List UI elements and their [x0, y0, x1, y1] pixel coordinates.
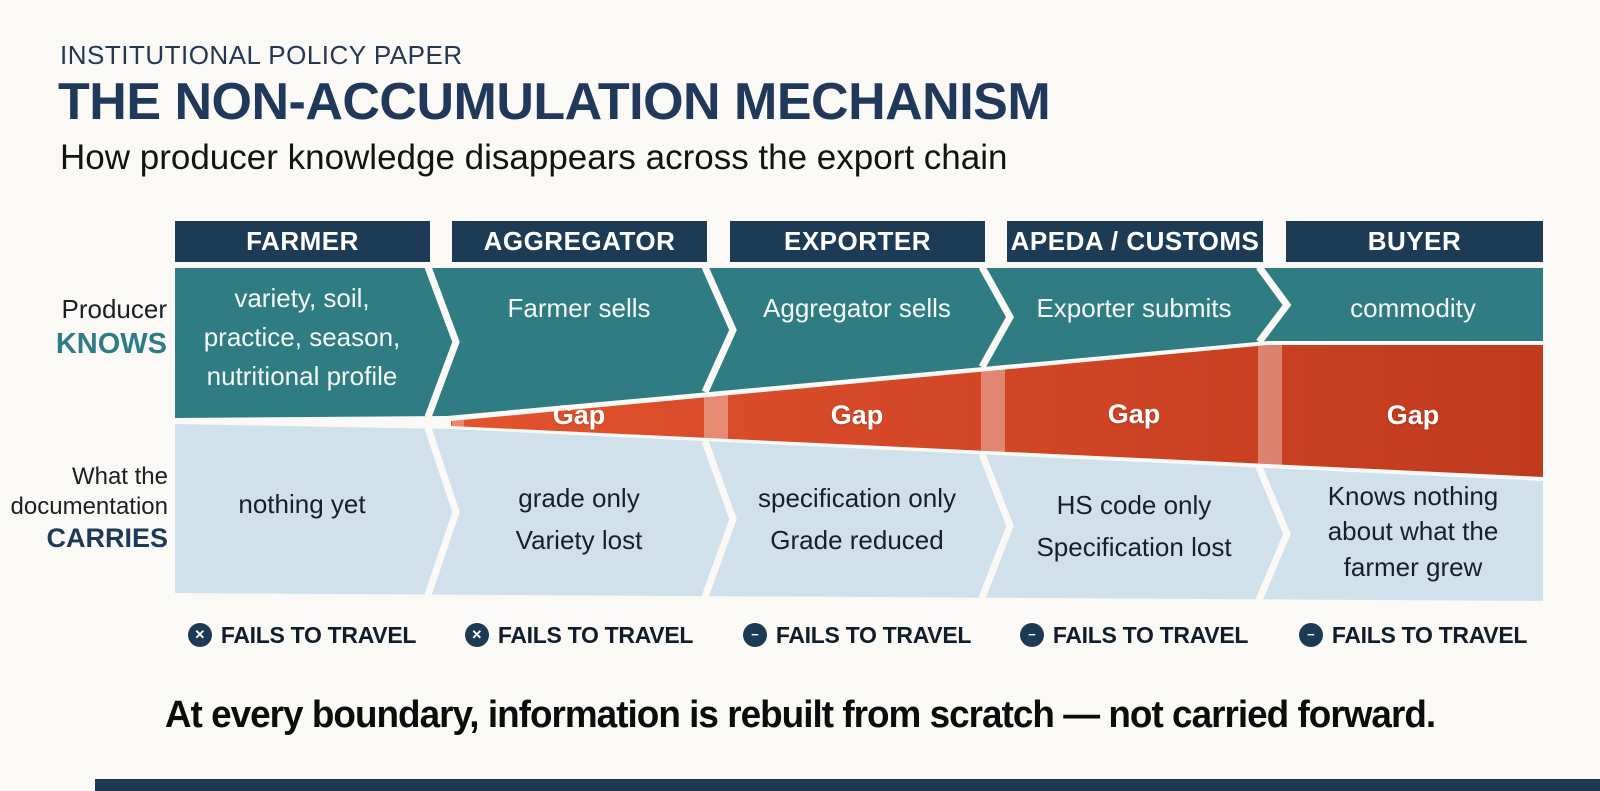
- page-subtitle: How producer knowledge disappears across…: [60, 138, 1008, 177]
- fails-to-travel-aggregator: ✕ FAILS TO TRAVEL: [464, 620, 694, 650]
- fails-to-travel-label: FAILS TO TRAVEL: [1052, 621, 1249, 648]
- row-label-producer-knows: Producer KNOWS: [12, 293, 167, 362]
- column-header-exporter: EXPORTER: [730, 221, 985, 262]
- document-kicker: INSTITUTIONAL POLICY PAPER: [60, 40, 463, 70]
- carries-cell-farmer: nothing yet: [238, 489, 366, 520]
- fails-to-travel-exporter: − FAILS TO TRAVEL: [742, 620, 972, 650]
- carries-cell-aggregator: grade only Variety lost: [515, 483, 643, 555]
- row-label-carries: CARRIES: [46, 523, 168, 553]
- footer-accent-bar: [95, 779, 1600, 791]
- row-label-documentation-carries: What the documentation CARRIES: [8, 462, 168, 556]
- row-label-knows: KNOWS: [55, 327, 167, 360]
- gap-label-buyer: Gap: [1386, 399, 1440, 430]
- minus-circle-icon: −: [1019, 623, 1044, 647]
- knows-cell-buyer: commodity: [1350, 292, 1476, 323]
- column-header-aggregator: AGGREGATOR: [452, 221, 707, 262]
- fails-to-travel-label: FAILS TO TRAVEL: [775, 621, 972, 648]
- fails-to-travel-label: FAILS TO TRAVEL: [1331, 621, 1528, 648]
- knows-cell-farmer: variety, soil, practice, season, nutriti…: [203, 282, 401, 391]
- gap-label-exporter: Gap: [830, 399, 884, 430]
- fails-to-travel-label: FAILS TO TRAVEL: [220, 621, 417, 648]
- x-circle-icon: ✕: [187, 623, 212, 647]
- conclusion-headline: At every boundary, information is rebuil…: [164, 694, 1436, 736]
- column-header-buyer: BUYER: [1286, 221, 1543, 262]
- carries-cell-apeda: HS code only Specification lost: [1036, 490, 1232, 562]
- gap-label-apeda: Gap: [1107, 398, 1161, 429]
- fails-to-travel-label: FAILS TO TRAVEL: [497, 621, 694, 648]
- page-title: THE NON-ACCUMULATION MECHANISM: [58, 73, 1051, 131]
- row-label-producer: Producer: [61, 294, 168, 324]
- column-header-farmer: FARMER: [175, 221, 430, 262]
- fails-to-travel-buyer: − FAILS TO TRAVEL: [1298, 620, 1528, 650]
- x-circle-icon: ✕: [464, 623, 489, 647]
- knows-cell-aggregator: Farmer sells: [507, 292, 651, 323]
- gap-label-aggregator: Gap: [552, 399, 606, 430]
- column-header-apeda-customs: APEDA / CUSTOMS: [1007, 221, 1263, 262]
- knows-cell-apeda: Exporter submits: [1036, 292, 1232, 323]
- fails-to-travel-farmer: ✕ FAILS TO TRAVEL: [187, 620, 417, 650]
- row-label-what-the: What the: [71, 463, 168, 490]
- carries-cell-buyer: Knows nothing about what the farmer grew: [1327, 481, 1499, 582]
- minus-circle-icon: −: [742, 623, 767, 647]
- row-label-documentation: documentation: [10, 493, 168, 520]
- minus-circle-icon: −: [1298, 623, 1323, 647]
- carries-cell-exporter: specification only Grade reduced: [758, 483, 956, 555]
- knows-cell-exporter: Aggregator sells: [763, 292, 951, 323]
- fails-to-travel-apeda: − FAILS TO TRAVEL: [1019, 620, 1249, 650]
